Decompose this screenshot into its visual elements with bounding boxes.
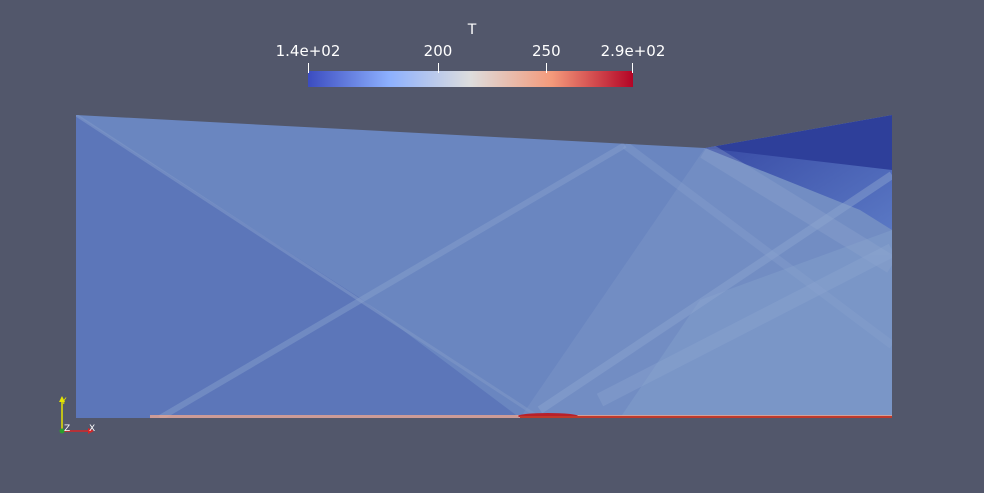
orientation-axes[interactable] [50, 392, 110, 442]
colorbar[interactable] [308, 71, 633, 87]
colorbar-tick-label: 1.4e+02 [275, 42, 341, 60]
colorbar-tick-mark [546, 63, 548, 73]
z-axis-dot [59, 428, 65, 434]
colorbar-tick-label: 200 [423, 42, 453, 60]
upstream-region [76, 115, 520, 418]
colorbar-title: T [467, 22, 477, 38]
z-axis-label: Z [64, 424, 71, 434]
y-axis-label: Y [61, 397, 67, 407]
colorbar-tick-mark [308, 63, 309, 73]
colorbar-tick-mark [438, 63, 439, 73]
colorbar-tick-label: 2.9e+02 [600, 42, 666, 60]
x-axis-label: X [89, 424, 96, 434]
y-axis-arrow [59, 396, 65, 402]
x-axis-arrow [88, 428, 94, 434]
colorbar-tick-mark [632, 63, 633, 73]
colorbar-tick-label: 250 [532, 42, 561, 60]
